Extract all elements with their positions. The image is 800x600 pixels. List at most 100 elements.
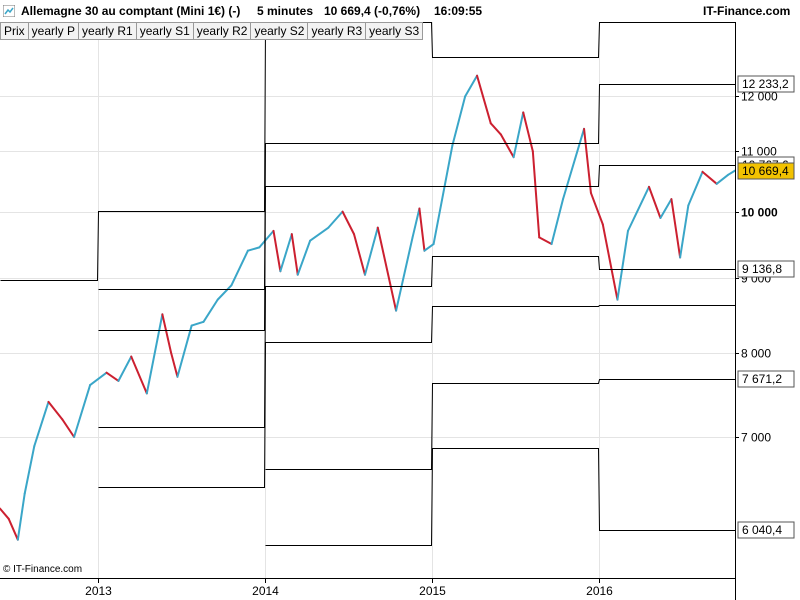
price-segment <box>423 243 435 252</box>
price-segment <box>648 185 662 219</box>
tab-yearly-s2[interactable]: yearly S2 <box>250 22 309 40</box>
price-segment <box>601 223 619 301</box>
x-tick-label: 2013 <box>85 584 112 598</box>
price-segment <box>432 144 454 246</box>
price-segment <box>170 351 179 378</box>
price-segment <box>411 207 421 239</box>
price-segment <box>161 313 173 354</box>
x-tick-label: 2014 <box>252 584 279 598</box>
instrument-name: Allemagne 30 au comptant (Mini 1€) (-) <box>21 4 241 18</box>
price-segment <box>353 233 366 276</box>
interval-label: 5 minutes <box>257 4 314 18</box>
price-segment <box>202 298 219 323</box>
price-segment <box>296 239 312 276</box>
tab-yearly-r1[interactable]: yearly R1 <box>78 22 137 40</box>
level-yearly-s1 <box>98 305 736 488</box>
value-label-box <box>737 370 795 388</box>
price-segment <box>531 150 541 239</box>
copyright-notice: © IT-Finance.com <box>3 564 83 575</box>
price-segment <box>363 226 379 276</box>
tab-yearly-s3[interactable]: yearly S3 <box>365 22 424 40</box>
value-label: 12 233,2 <box>742 77 789 91</box>
price-segment <box>117 355 133 382</box>
price-segment <box>670 198 682 259</box>
quote-time: 16:09:55 <box>434 4 483 18</box>
y-tick-label: 11 000 <box>741 145 777 159</box>
price-segment <box>0 507 10 520</box>
chart-header: Allemagne 30 au comptant (Mini 1€) (-) 5… <box>0 0 800 22</box>
y-tick-label: 10 000 <box>741 206 778 220</box>
value-label-box <box>737 75 795 93</box>
y-tick-label: 8 000 <box>741 347 771 361</box>
last-quote: 10 669,4 (-0,76%) <box>324 4 421 18</box>
price-segment <box>216 284 233 301</box>
price-segment <box>583 127 592 194</box>
y-tick-label: 7 000 <box>741 431 771 445</box>
price-segment <box>145 313 164 395</box>
tab-yearly-r3[interactable]: yearly R3 <box>307 22 367 40</box>
price-segment <box>23 445 36 495</box>
x-tick-label: 2016 <box>586 584 613 598</box>
price-segment <box>272 229 282 273</box>
price-segment <box>589 191 604 226</box>
level-yearly-s3 <box>265 448 736 546</box>
price-segment <box>246 246 261 252</box>
price-segment <box>290 233 299 276</box>
price-segment <box>418 207 426 252</box>
price-segment <box>489 122 502 136</box>
price-segment <box>512 111 525 159</box>
price-segment <box>464 74 479 98</box>
value-label: 10 669,4 <box>742 164 789 178</box>
price-segment <box>616 229 629 301</box>
value-label: 9 136,8 <box>742 262 782 276</box>
price-segment <box>61 418 76 439</box>
indicator-tabs: Prix yearly P yearly R1 yearly S1 yearly… <box>0 22 424 40</box>
price-segment <box>550 198 565 246</box>
price-segment <box>538 236 553 246</box>
tab-yearly-r2[interactable]: yearly R2 <box>192 22 252 40</box>
price-segment <box>715 173 730 185</box>
price-segment <box>687 170 704 207</box>
value-label: 6 040,4 <box>742 523 782 537</box>
value-label-box <box>737 260 795 278</box>
value-label: 7 671,2 <box>742 372 782 386</box>
price-segment <box>176 324 193 378</box>
price-segment <box>33 400 50 448</box>
price-segment <box>451 95 467 147</box>
price-segment <box>476 74 492 125</box>
price-segment <box>522 111 534 153</box>
value-label-box <box>737 521 795 539</box>
price-segment <box>499 133 515 159</box>
tab-prix[interactable]: Prix <box>0 22 29 40</box>
price-segment <box>105 371 120 382</box>
price-segment <box>562 127 586 201</box>
price-segment <box>309 226 330 242</box>
price-segment <box>47 400 64 421</box>
price-segment <box>327 210 344 229</box>
price-segment <box>701 170 718 185</box>
brand-name: IT-Finance.com <box>703 4 791 18</box>
price-segment <box>679 204 690 259</box>
price-segment <box>73 384 92 439</box>
price-segment <box>230 249 249 287</box>
price-segment <box>341 210 356 236</box>
price-segment <box>279 233 293 273</box>
level-yearly-r1 <box>98 165 736 331</box>
y-tick-label: 12 000 <box>741 90 778 104</box>
x-tick-label: 2015 <box>419 584 446 598</box>
price-segment <box>659 198 673 219</box>
value-label-box <box>737 162 795 180</box>
tab-yearly-p[interactable]: yearly P <box>27 22 80 40</box>
price-segment <box>376 226 398 312</box>
price-segment <box>7 517 19 541</box>
price-segment <box>89 371 108 387</box>
price-segment <box>395 236 414 312</box>
price-segment <box>626 185 651 232</box>
price-segment <box>130 355 148 395</box>
price-segment <box>727 169 736 176</box>
level-yearly-s2 <box>265 379 736 470</box>
price-segment <box>190 320 205 327</box>
tab-yearly-s1[interactable]: yearly S1 <box>135 22 194 40</box>
price-segment <box>16 492 26 541</box>
